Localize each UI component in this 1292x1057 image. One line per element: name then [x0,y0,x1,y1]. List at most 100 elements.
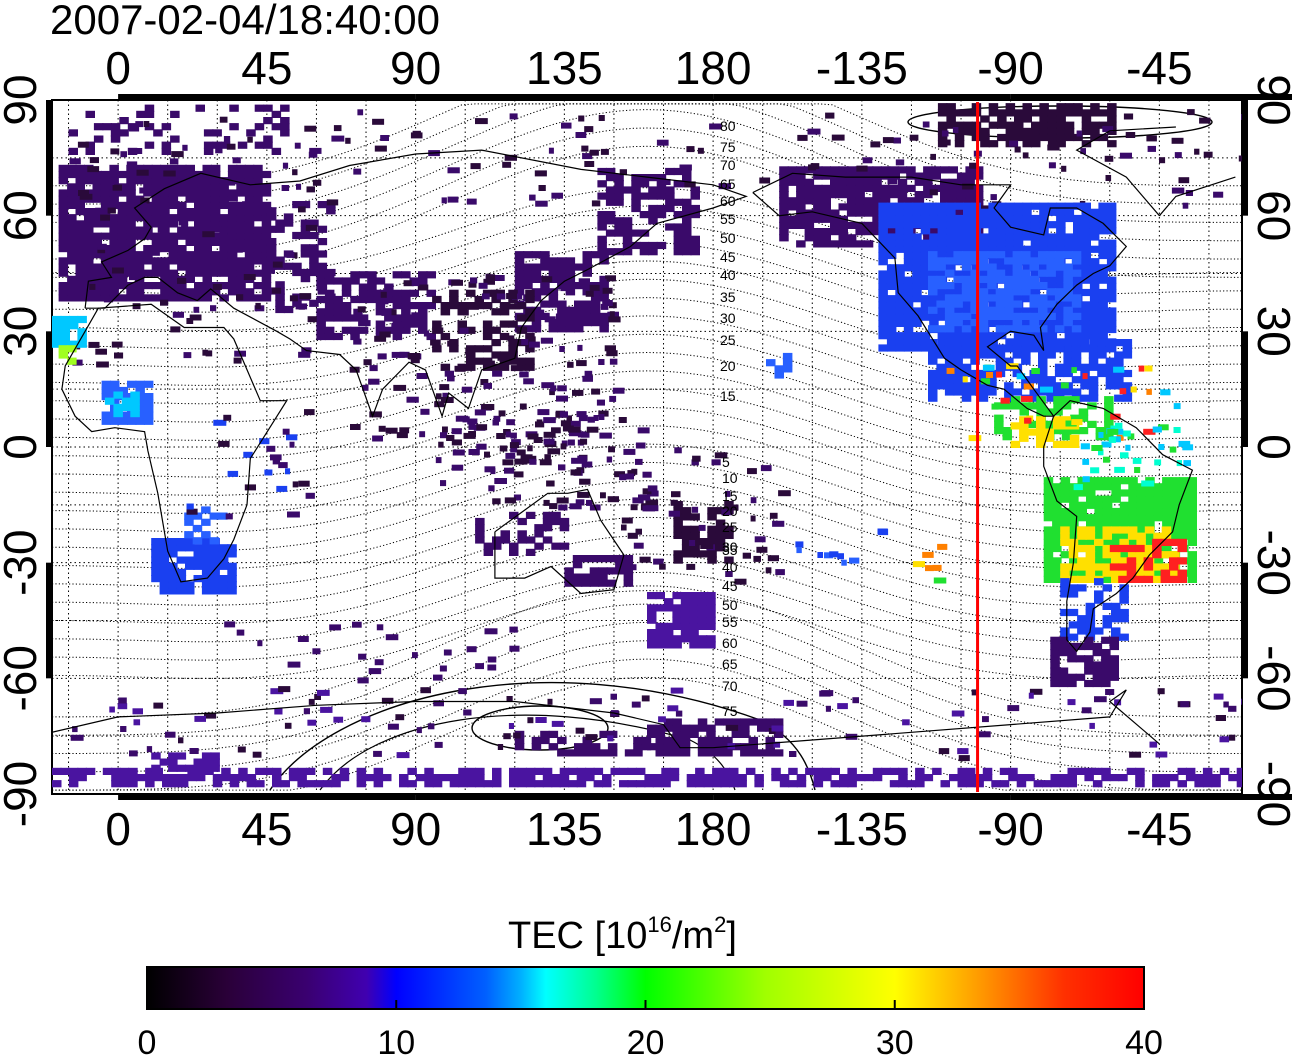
tec-cell [912,338,922,346]
tec-cell [995,345,1006,353]
tec-cell [367,280,376,287]
tec-cell [1004,312,1014,320]
tec-cell [159,550,170,558]
tec-cell [117,232,128,240]
tec-cell [1104,420,1114,428]
tec-cell [855,774,866,782]
tec-cell [1004,388,1014,396]
tec-cell [1092,679,1103,688]
tec-cell [1088,388,1099,396]
tec-cell [787,221,798,229]
tec-cell [648,204,658,213]
tec-cell [1102,563,1112,571]
tec-cell [912,307,922,315]
tec-cell [587,416,595,423]
tec-cell [151,550,161,558]
tec-cell [582,312,592,320]
tec-cell [570,469,582,476]
tec-cell [487,360,495,367]
tec-cell [192,537,203,545]
tec-cell [1046,376,1056,384]
tec-cell [565,263,576,271]
tec-cell [280,780,290,788]
tec-cell [186,503,194,510]
tec-cell [1071,345,1082,353]
tec-cell [807,128,821,135]
tec-cell [624,749,635,757]
tec-cell [1052,483,1062,491]
tec-cell [255,302,261,309]
tec-cell [1012,257,1023,265]
tec-cell [238,774,248,782]
tec-cell [177,170,187,179]
x-tick-label-top: -90 [977,42,1043,94]
tec-cell [283,213,294,221]
tec-cell [227,257,238,265]
tec-cell [1169,563,1179,571]
tec-cell [52,328,62,336]
tec-cell [387,723,399,730]
tec-cell [109,201,119,209]
tec-cell [100,269,111,277]
tec-cell [557,325,567,333]
tec-cell [695,767,705,775]
tec-cell [1153,501,1164,509]
tec-cell [586,499,593,506]
x-tick-label-top: -45 [1126,42,1192,94]
tec-cell [576,411,587,418]
tec-cell [1102,483,1113,491]
tec-cell [1136,551,1146,559]
tec-cell [103,296,114,303]
tec-cell [946,245,956,253]
tec-cell [689,616,699,624]
tec-cell [1052,422,1063,430]
tec-cell [236,629,245,636]
tec-cell [399,427,410,434]
tec-cell [1127,551,1138,559]
tec-cell [1082,373,1088,380]
tec-cell [745,767,756,775]
tec-cell [689,641,699,649]
tec-cell [294,142,301,149]
tec-cell [136,774,147,782]
tec-cell [684,181,696,188]
tec-cell [517,774,527,782]
tec-cell [1136,526,1147,534]
tec-cell [300,250,311,258]
tec-cell [1119,526,1129,534]
tec-cell [1014,133,1024,142]
tec-cell [994,414,1004,422]
tec-cell [201,752,212,760]
tec-cell [903,325,914,334]
tec-cell [218,587,229,595]
tec-cell [1058,642,1069,651]
tec-cell [1064,325,1075,334]
tec-cell [566,415,572,422]
tec-cell [1119,388,1127,395]
tec-cell [67,275,77,283]
tec-cell [352,621,362,628]
tec-cell [1089,245,1100,253]
tec-cell [706,622,716,630]
tec-cell [67,201,77,209]
x-tick-label-top: 135 [526,42,603,94]
tec-cell [1084,774,1094,782]
tec-cell [272,780,282,788]
tec-cell [384,295,394,304]
tec-cell [58,263,69,271]
tec-cell [144,110,155,118]
tec-cell [497,744,504,750]
frame-segment [713,794,1011,800]
tec-cell [895,214,905,223]
tec-cell [957,748,969,755]
tec-cell [567,361,574,368]
tec-cell [954,121,965,129]
tec-cell [1058,679,1069,688]
tec-cell [110,417,120,425]
tec-cell [1027,420,1038,428]
tec-cell [662,179,671,185]
tec-cell [317,287,328,295]
tec-cell [341,326,352,334]
tec-cell [100,282,111,290]
tec-cell [1046,251,1056,259]
